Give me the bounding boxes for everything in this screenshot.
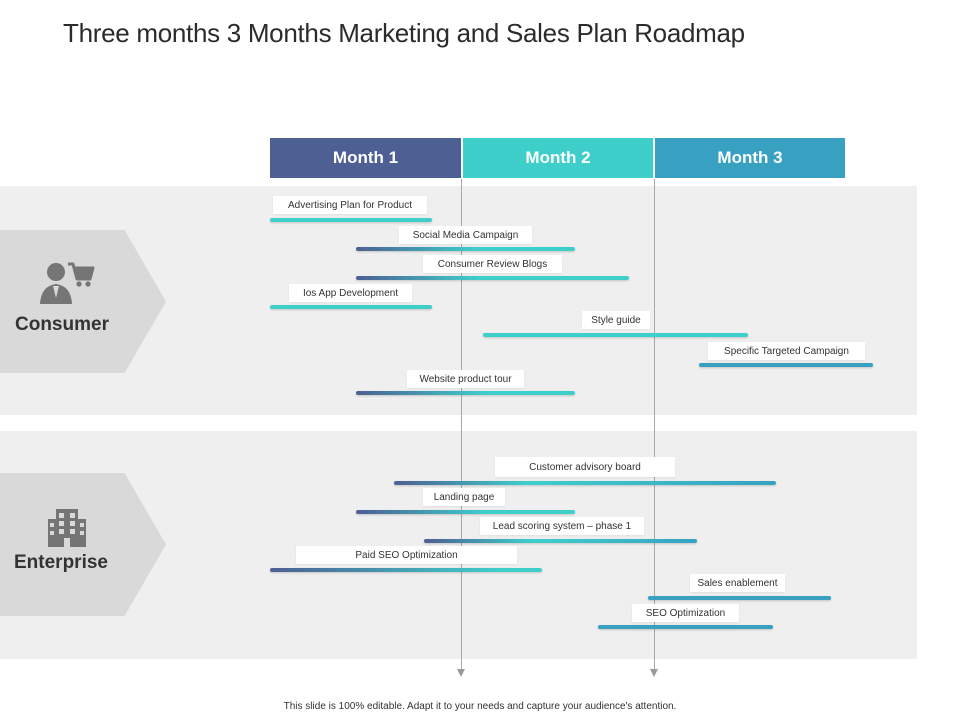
footer-note: This slide is 100% editable. Adapt it to… <box>283 701 677 712</box>
task-label: Landing page <box>423 488 505 506</box>
task-label: Sales enablement <box>690 574 785 592</box>
task-label: Website product tour <box>407 370 524 388</box>
task-label: Specific Targeted Campaign <box>708 342 865 360</box>
building-icon <box>48 509 86 547</box>
slide-title: Three months 3 Months Marketing and Sale… <box>63 18 745 48</box>
task-bar <box>356 247 575 251</box>
task-bar <box>699 363 873 367</box>
task-bar <box>356 510 575 514</box>
task-bar <box>270 218 432 222</box>
task-label: Social Media Campaign <box>399 226 532 244</box>
task-label: Lead scoring system – phase 1 <box>480 517 644 535</box>
month-2-header: Month 2 <box>462 137 654 179</box>
task-label: Ios App Development <box>289 284 412 302</box>
month-divider-line-1 <box>461 179 462 670</box>
task-bar <box>270 305 432 309</box>
task-bar <box>270 568 542 572</box>
task-label: SEO Optimization <box>632 604 739 622</box>
task-label: Style guide <box>582 311 650 329</box>
task-bar <box>483 333 748 337</box>
enterprise-label: Enterprise <box>14 552 108 573</box>
month-divider-line-2 <box>654 179 655 670</box>
task-label: Advertising Plan for Product <box>273 196 427 214</box>
consumer-chevron <box>0 230 166 373</box>
consumer-label: Consumer <box>15 314 109 335</box>
task-bar <box>356 276 629 280</box>
consumer-cart-icon <box>40 262 95 304</box>
task-label: Customer advisory board <box>495 457 675 477</box>
task-bar <box>648 596 831 600</box>
month-1-header: Month 1 <box>269 137 462 179</box>
task-bar <box>598 625 773 629</box>
task-label: Paid SEO Optimization <box>296 546 517 564</box>
month-divider-arrow-1 <box>457 669 465 677</box>
task-bar <box>394 481 776 485</box>
month-3-header: Month 3 <box>654 137 846 179</box>
task-bar <box>356 391 575 395</box>
month-divider-arrow-2 <box>650 669 658 677</box>
task-label: Consumer Review Blogs <box>423 255 562 273</box>
task-bar <box>424 539 697 543</box>
